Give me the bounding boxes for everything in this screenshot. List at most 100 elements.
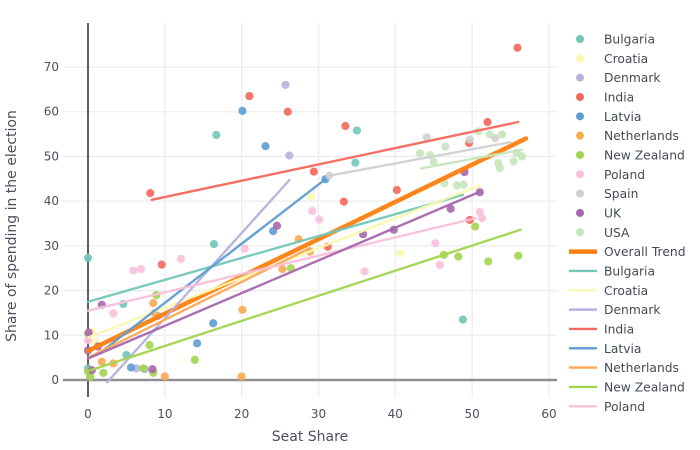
point-usa[interactable]: [509, 157, 518, 166]
point-india[interactable]: [392, 185, 401, 195]
legend-item-india[interactable]: India: [569, 322, 634, 336]
legend-item-bulgaria[interactable]: Bulgaria: [576, 33, 655, 47]
legend-item-spain[interactable]: Spain: [576, 187, 638, 201]
point-bulgaria[interactable]: [212, 130, 221, 140]
point-india[interactable]: [341, 121, 350, 131]
legend-item-denmark[interactable]: Denmark: [569, 303, 661, 317]
point-netherlands[interactable]: [97, 357, 106, 366]
trendline-usa[interactable]: [419, 148, 524, 170]
trendline-spain[interactable]: [328, 140, 512, 177]
legend-item-india[interactable]: India: [576, 90, 634, 104]
point-new-zealand[interactable]: [190, 355, 199, 364]
point-croatia[interactable]: [306, 192, 315, 201]
point-india[interactable]: [483, 117, 492, 127]
point-usa[interactable]: [495, 163, 504, 173]
trendline-overall-trend[interactable]: [85, 136, 529, 354]
point-india[interactable]: [146, 188, 155, 198]
point-spain[interactable]: [465, 135, 474, 144]
legend-item-croatia[interactable]: Croatia: [576, 52, 648, 66]
point-denmark[interactable]: [285, 151, 294, 160]
point-uk[interactable]: [84, 328, 93, 337]
point-usa[interactable]: [517, 152, 527, 161]
point-latvia[interactable]: [126, 363, 136, 372]
trendline-denmark[interactable]: [106, 178, 291, 384]
point-poland[interactable]: [315, 215, 324, 224]
legend-item-latvia[interactable]: Latvia: [569, 342, 641, 356]
point-usa[interactable]: [459, 180, 468, 189]
point-bulgaria[interactable]: [351, 158, 360, 167]
point-india[interactable]: [309, 167, 318, 176]
point-new-zealand[interactable]: [139, 364, 148, 373]
point-india[interactable]: [339, 197, 348, 206]
point-spain[interactable]: [422, 133, 431, 142]
point-poland[interactable]: [431, 239, 440, 248]
point-new-zealand[interactable]: [514, 251, 523, 260]
point-poland[interactable]: [136, 265, 146, 274]
point-poland[interactable]: [83, 336, 93, 345]
point-usa[interactable]: [498, 130, 507, 139]
legend-item-new-zealand[interactable]: New Zealand: [569, 380, 685, 394]
point-croatia[interactable]: [395, 249, 405, 258]
point-bulgaria[interactable]: [83, 253, 93, 263]
point-poland[interactable]: [360, 267, 369, 276]
point-usa[interactable]: [452, 181, 461, 190]
legend-item-denmark[interactable]: Denmark: [576, 71, 661, 85]
point-uk[interactable]: [272, 221, 282, 230]
point-india[interactable]: [283, 107, 292, 116]
point-india[interactable]: [513, 43, 522, 52]
point-new-zealand[interactable]: [484, 257, 493, 266]
point-netherlands[interactable]: [237, 372, 246, 381]
point-poland[interactable]: [435, 260, 444, 270]
point-uk[interactable]: [446, 204, 455, 213]
point-new-zealand[interactable]: [145, 341, 154, 350]
trendline-latvia[interactable]: [98, 178, 327, 355]
trendline-bulgaria[interactable]: [86, 193, 465, 303]
point-poland[interactable]: [240, 244, 249, 253]
legend-item-latvia[interactable]: Latvia: [576, 110, 641, 124]
point-poland[interactable]: [176, 254, 186, 263]
point-latvia[interactable]: [238, 106, 247, 115]
legend-item-poland[interactable]: Poland: [569, 400, 645, 414]
point-poland[interactable]: [109, 309, 118, 318]
point-netherlands[interactable]: [149, 298, 158, 308]
point-poland[interactable]: [475, 207, 484, 216]
point-netherlands[interactable]: [238, 305, 247, 314]
point-uk[interactable]: [148, 365, 157, 374]
point-usa[interactable]: [429, 157, 438, 166]
trendline-new-zealand[interactable]: [86, 228, 522, 373]
legend-item-netherlands[interactable]: Netherlands: [576, 129, 679, 143]
point-netherlands[interactable]: [278, 265, 287, 274]
point-latvia[interactable]: [192, 339, 202, 348]
trendline-india[interactable]: [150, 120, 520, 202]
point-new-zealand[interactable]: [99, 368, 108, 377]
trendline-uk[interactable]: [86, 190, 482, 360]
trendline-poland[interactable]: [86, 216, 478, 312]
legend-item-bulgaria[interactable]: Bulgaria: [569, 264, 655, 278]
point-bulgaria[interactable]: [209, 239, 219, 249]
point-netherlands[interactable]: [160, 372, 169, 381]
point-bulgaria[interactable]: [352, 126, 362, 135]
legend-item-usa[interactable]: USA: [576, 226, 630, 240]
legend-item-netherlands[interactable]: Netherlands: [569, 361, 679, 375]
point-poland[interactable]: [478, 214, 487, 223]
point-new-zealand[interactable]: [471, 222, 480, 231]
point-usa[interactable]: [485, 130, 494, 139]
point-usa[interactable]: [441, 142, 450, 151]
legend-item-uk[interactable]: UK: [576, 206, 622, 220]
legend-item-new-zealand[interactable]: New Zealand: [576, 148, 685, 162]
point-usa[interactable]: [415, 149, 425, 158]
point-bulgaria[interactable]: [458, 315, 468, 324]
legend-item-croatia[interactable]: Croatia: [569, 284, 648, 298]
point-latvia[interactable]: [209, 319, 218, 328]
point-new-zealand[interactable]: [454, 252, 463, 261]
point-india[interactable]: [245, 91, 254, 101]
point-india[interactable]: [157, 260, 166, 269]
legend-item-overall-trend[interactable]: Overall Trend: [569, 245, 686, 259]
point-new-zealand[interactable]: [86, 372, 95, 381]
legend-item-poland[interactable]: Poland: [576, 168, 645, 182]
point-poland[interactable]: [129, 266, 138, 275]
point-latvia[interactable]: [261, 142, 270, 151]
point-poland[interactable]: [308, 206, 317, 216]
point-denmark[interactable]: [281, 80, 290, 89]
